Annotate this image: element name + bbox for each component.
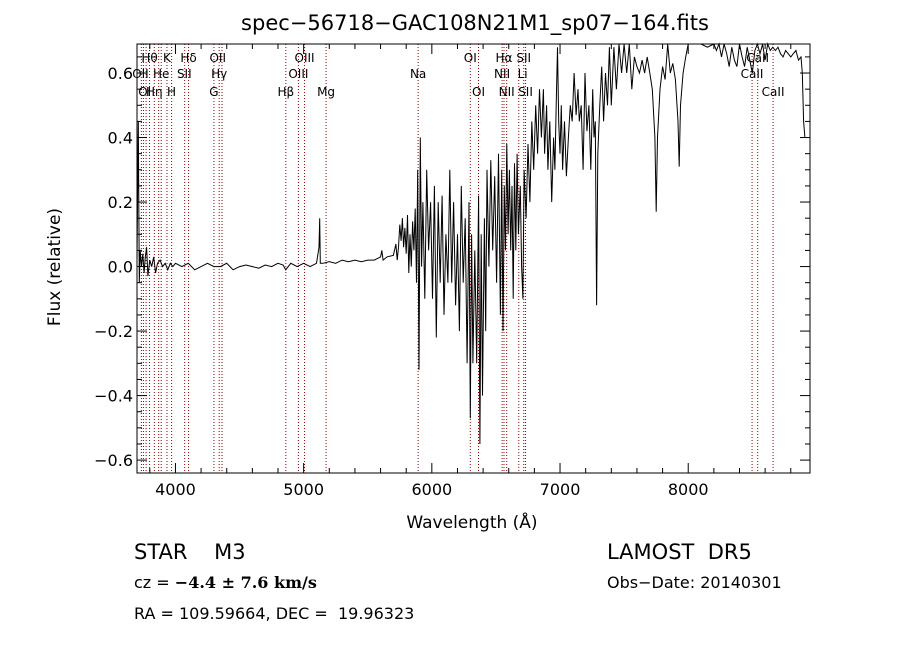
redshift-value: −4.4 ± 7.6 km/s	[174, 573, 317, 592]
line-label: Mg	[317, 85, 335, 99]
spectrum-line	[136, 42, 806, 445]
line-label: NII	[494, 67, 510, 81]
x-tick-label: 8000	[668, 480, 709, 499]
plot-frame	[136, 43, 811, 474]
line-label: OII	[209, 51, 226, 65]
line-label: CaII	[746, 51, 769, 65]
axis-ticks: 4000 5000 6000 7000 8000 −0.6 −0.4 −0.2 0.0 0.2 0.…	[94, 44, 810, 499]
y-tick-label: 0.2	[108, 193, 133, 212]
y-tick-label: −0.2	[94, 322, 133, 341]
line-label: OI	[138, 85, 151, 99]
x-tick-label: 5000	[283, 480, 324, 499]
line-label: SII	[177, 67, 192, 81]
line-label: OI	[464, 51, 477, 65]
chart-title: spec−56718−GAC108N21M1_sp07−164.fits	[241, 11, 709, 36]
line-label: G	[209, 85, 218, 99]
obs-date: Obs−Date: 20140301	[607, 573, 782, 592]
line-label: CaII	[762, 85, 785, 99]
line-label: NII	[499, 85, 515, 99]
y-tick-label: −0.6	[94, 451, 133, 470]
y-axis-label: Flux (relative)	[45, 208, 65, 326]
line-label: H	[167, 85, 176, 99]
line-label: Hη	[146, 85, 163, 99]
object-class: STAR M3	[134, 540, 246, 564]
y-tick-label: 0.6	[108, 64, 133, 83]
line-label: OIII	[288, 67, 308, 81]
line-label: Hβ	[277, 85, 294, 99]
line-label: Hα	[496, 51, 513, 65]
y-tick-label: 0.4	[108, 129, 133, 148]
line-label: OIII	[295, 51, 315, 65]
line-label: Li	[518, 67, 528, 81]
line-label: Na	[410, 67, 426, 81]
line-label: K	[163, 51, 172, 65]
coordinates: RA = 109.59664, DEC = 19.96323	[134, 604, 415, 623]
line-label: SII	[518, 85, 533, 99]
line-label: CaII	[741, 67, 764, 81]
line-label: Hθ	[141, 51, 157, 65]
y-tick-label: 0.0	[108, 258, 133, 277]
line-label: OII	[132, 67, 149, 81]
x-tick-label: 7000	[540, 480, 581, 499]
line-label: He	[153, 67, 169, 81]
x-axis-label: Wavelength (Å)	[406, 511, 537, 533]
y-tick-label: −0.4	[94, 387, 133, 406]
redshift-prefix: cz =	[134, 573, 175, 592]
line-label: OI	[472, 85, 485, 99]
x-tick-label: 6000	[411, 480, 452, 499]
line-label: Hγ	[211, 67, 227, 81]
x-tick-label: 4000	[155, 480, 196, 499]
redshift-info: cz = −4.4 ± 7.6 km/s	[134, 573, 317, 592]
line-label: SII	[516, 51, 531, 65]
survey-name: LAMOST DR5	[607, 540, 752, 564]
line-label: Hδ	[180, 51, 196, 65]
